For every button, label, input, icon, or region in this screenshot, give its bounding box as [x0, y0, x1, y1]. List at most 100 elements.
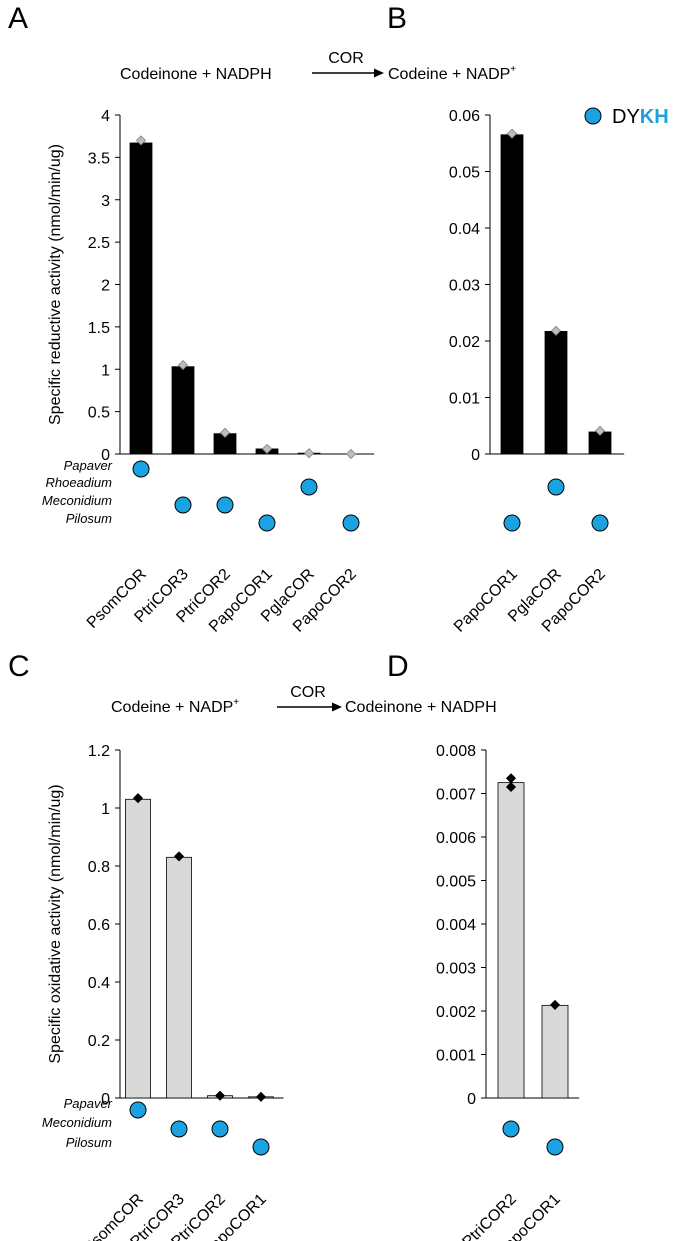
panel-letter-b: B: [387, 2, 407, 35]
y-tick-label: 0.01: [449, 391, 480, 408]
y-tick-label: 0.007: [436, 787, 476, 804]
reaction-bottom: Codeine + NADP+ COR Codeinone + NADPH: [111, 684, 497, 716]
y-tick-label: 0.4: [88, 975, 110, 992]
y-tick-label: 0.6: [88, 917, 110, 934]
y-tick-label: 0.05: [449, 165, 480, 182]
y-tick-label: 2.5: [88, 235, 110, 252]
y-tick-label: 0: [467, 1091, 476, 1108]
bar-pglacor: [544, 330, 568, 455]
panel-letter-c: C: [8, 650, 30, 683]
legend-marker-icon: [584, 107, 602, 125]
y-tick-label: 0.002: [436, 1004, 476, 1021]
y-tick-label: 3: [101, 193, 110, 210]
legend-label: DYKH: [612, 106, 669, 128]
bar-ptricor3: [171, 366, 195, 455]
chart-a: 0 0.5 1 1.5 2 2.5 3 3.5 4 Specific reductive acti…: [47, 108, 375, 636]
point-papocor1: [549, 999, 561, 1010]
reaction-bottom-enzyme: COR: [290, 684, 326, 701]
point-psomcor: [132, 793, 144, 804]
point-papocor1: [255, 1091, 267, 1102]
reaction-bottom-arrow-head: [332, 702, 342, 712]
y-tick-label: 0.001: [436, 1048, 476, 1065]
species-label-rhoeadium: Rhoeadium: [46, 475, 113, 490]
point-papocor2: [345, 448, 357, 460]
point-papocor2: [594, 425, 606, 436]
reaction-bottom-substrate: Codeine + NADP+: [111, 697, 239, 716]
reaction-bottom-product: Codeinone + NADPH: [345, 699, 497, 716]
species-labels-top: Papaver Rhoeadium Meconidium Pilosum: [42, 458, 113, 526]
species-marker-icon: [132, 460, 150, 478]
chart-c: 0 0.2 0.4 0.6 0.8 1 1.2 Specific oxidative acti…: [47, 743, 284, 1241]
y-tick-label: 0: [101, 1091, 110, 1108]
y-tick-label: 2: [101, 278, 110, 295]
y-tick-label: 0: [101, 447, 110, 464]
point-ptricor3: [173, 851, 185, 862]
reaction-top-enzyme: COR: [328, 50, 364, 67]
species-label-meconidium: Meconidium: [42, 493, 112, 508]
bar-papocor1: [541, 1004, 569, 1099]
species-marker-icon: [300, 478, 318, 496]
bar-papocor1: [500, 134, 524, 455]
species-label-papaver: Papaver: [64, 458, 113, 473]
species-marker-icon: [502, 1120, 520, 1138]
y-tick-label: 0.003: [436, 961, 476, 978]
point-papocor1: [506, 128, 518, 139]
panel-letter-d: D: [387, 650, 409, 683]
point-ptricor2: [214, 1090, 226, 1101]
reaction-top: Codeinone + NADPH COR Codeine + NADP+: [120, 50, 516, 83]
species-label-papaver: Papaver: [64, 1096, 113, 1111]
point-ptricor2: [505, 773, 517, 784]
bar-psomcor: [125, 798, 151, 1099]
species-marker-icon: [174, 496, 192, 514]
y-tick-label: 0.005: [436, 874, 476, 891]
point-pglacor: [550, 325, 562, 336]
y-tick-label: 3.5: [88, 150, 110, 167]
y-tick-label: 0.004: [436, 917, 476, 934]
species-marker-icon: [170, 1120, 188, 1138]
species-marker-icon: [129, 1101, 147, 1119]
species-marker-icon: [211, 1120, 229, 1138]
point-psomcor: [135, 135, 147, 146]
point-papocor1: [261, 443, 273, 454]
chart-b: 00.010.020.030.040.050.06PapoCOR1PglaCOR…: [449, 108, 625, 636]
reaction-top-substrate: Codeinone + NADPH: [120, 66, 272, 83]
bar-psomcor: [129, 142, 153, 455]
bar-ptricor3: [166, 856, 192, 1099]
species-label-meconidium: Meconidium: [42, 1115, 112, 1130]
species-marker-icon: [252, 1138, 270, 1156]
x-tick-label-papocor1: PapoCOR1: [451, 566, 521, 636]
y-tick-label: 1: [101, 362, 110, 379]
y-tick-label: 0.5: [88, 405, 110, 422]
y-tick-label: 1: [101, 801, 110, 818]
y-tick-label: 0.2: [88, 1033, 110, 1050]
y-tick-label: 1.5: [88, 320, 110, 337]
panel-letter-a: A: [8, 2, 28, 35]
y-tick-label: 0.008: [436, 743, 476, 760]
species-marker-icon: [591, 514, 609, 532]
y-tick-label: 0.04: [449, 221, 480, 238]
legend: DYKH: [584, 106, 669, 128]
y-tick-label: 4: [101, 108, 110, 125]
y-tick-label: 0.8: [88, 859, 110, 876]
y-tick-label: 0.006: [436, 830, 476, 847]
chart-d: 0 0.001 0.002 0.003 0.004 0.005 0.006 0.007 0.00…: [436, 743, 580, 1241]
point-pglacor: [303, 448, 315, 459]
bar-ptricor2: [497, 782, 525, 1099]
y-axis-label: Specific reductive activity (nmol/min/ug…: [47, 144, 64, 425]
y-tick-label: 0: [471, 447, 480, 464]
y-axis-label: Specific oxidative activity (nmol/min/ug…: [47, 784, 64, 1063]
species-marker-icon: [258, 514, 276, 532]
y-tick-label: 0.02: [449, 334, 480, 351]
point-ptricor2: [219, 427, 231, 438]
species-marker-icon: [547, 478, 565, 496]
y-tick-label: 1.2: [88, 743, 110, 760]
species-marker-icon: [342, 514, 360, 532]
reaction-top-arrow-head: [374, 68, 384, 78]
species-label-pilosum: Pilosum: [66, 511, 112, 526]
species-labels-bottom: Papaver Meconidium Pilosum: [42, 1096, 113, 1150]
species-label-pilosum: Pilosum: [66, 1135, 112, 1150]
species-marker-icon: [503, 514, 521, 532]
species-marker-icon: [216, 496, 234, 514]
reaction-top-product: Codeine + NADP+: [388, 64, 516, 83]
